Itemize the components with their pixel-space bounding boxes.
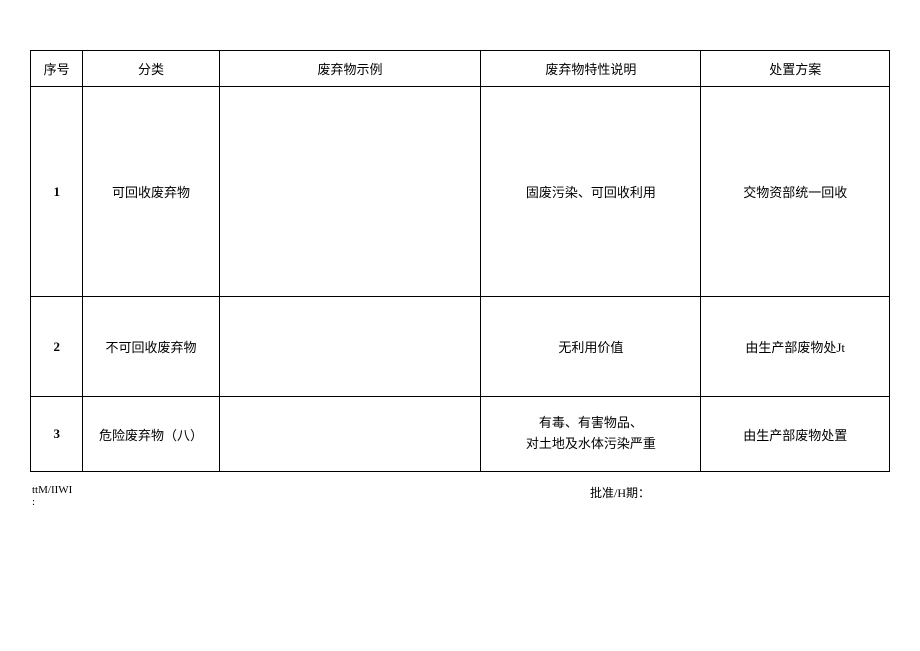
footer-left-text1: ttM/IIWI <box>32 484 72 496</box>
footer: ttM/IIWI : 批准/H期： <box>30 484 890 508</box>
footer-left: ttM/IIWI : <box>32 484 72 508</box>
cell-description: 无利用价值 <box>481 297 701 397</box>
cell-num: 1 <box>31 87 83 297</box>
cell-example <box>219 297 481 397</box>
table-row: 2 不可回收废弃物 无利用价值 由生产部废物处Jt <box>31 297 890 397</box>
cell-category: 可回收废弃物 <box>83 87 219 297</box>
header-plan: 处置方案 <box>701 51 890 87</box>
cell-num: 3 <box>31 397 83 472</box>
cell-example <box>219 397 481 472</box>
cell-num: 2 <box>31 297 83 397</box>
header-description: 废弃物特性说明 <box>481 51 701 87</box>
header-row: 序号 分类 废弃物示例 废弃物特性说明 处置方案 <box>31 51 890 87</box>
cell-plan: 交物资部统一回收 <box>701 87 890 297</box>
desc-line1: 有毒、有害物品、 <box>539 415 643 430</box>
header-category: 分类 <box>83 51 219 87</box>
cell-plan: 由生产部废物处Jt <box>701 297 890 397</box>
cell-category: 不可回收废弃物 <box>83 297 219 397</box>
cell-plan: 由生产部废物处置 <box>701 397 890 472</box>
table-row: 1 可回收废弃物 固废污染、可回收利用 交物资部统一回收 <box>31 87 890 297</box>
header-num: 序号 <box>31 51 83 87</box>
cell-category: 危险废弃物（八） <box>83 397 219 472</box>
header-example: 废弃物示例 <box>219 51 481 87</box>
desc-line2: 对土地及水体污染严重 <box>526 436 656 451</box>
footer-left-text2: : <box>32 496 35 508</box>
cell-description: 固废污染、可回收利用 <box>481 87 701 297</box>
footer-right: 批准/H期： <box>590 484 650 501</box>
cell-description: 有毒、有害物品、 对土地及水体污染严重 <box>481 397 701 472</box>
cell-example <box>219 87 481 297</box>
table-row: 3 危险废弃物（八） 有毒、有害物品、 对土地及水体污染严重 由生产部废物处置 <box>31 397 890 472</box>
waste-table: 序号 分类 废弃物示例 废弃物特性说明 处置方案 1 可回收废弃物 固废污染、可… <box>30 50 890 472</box>
